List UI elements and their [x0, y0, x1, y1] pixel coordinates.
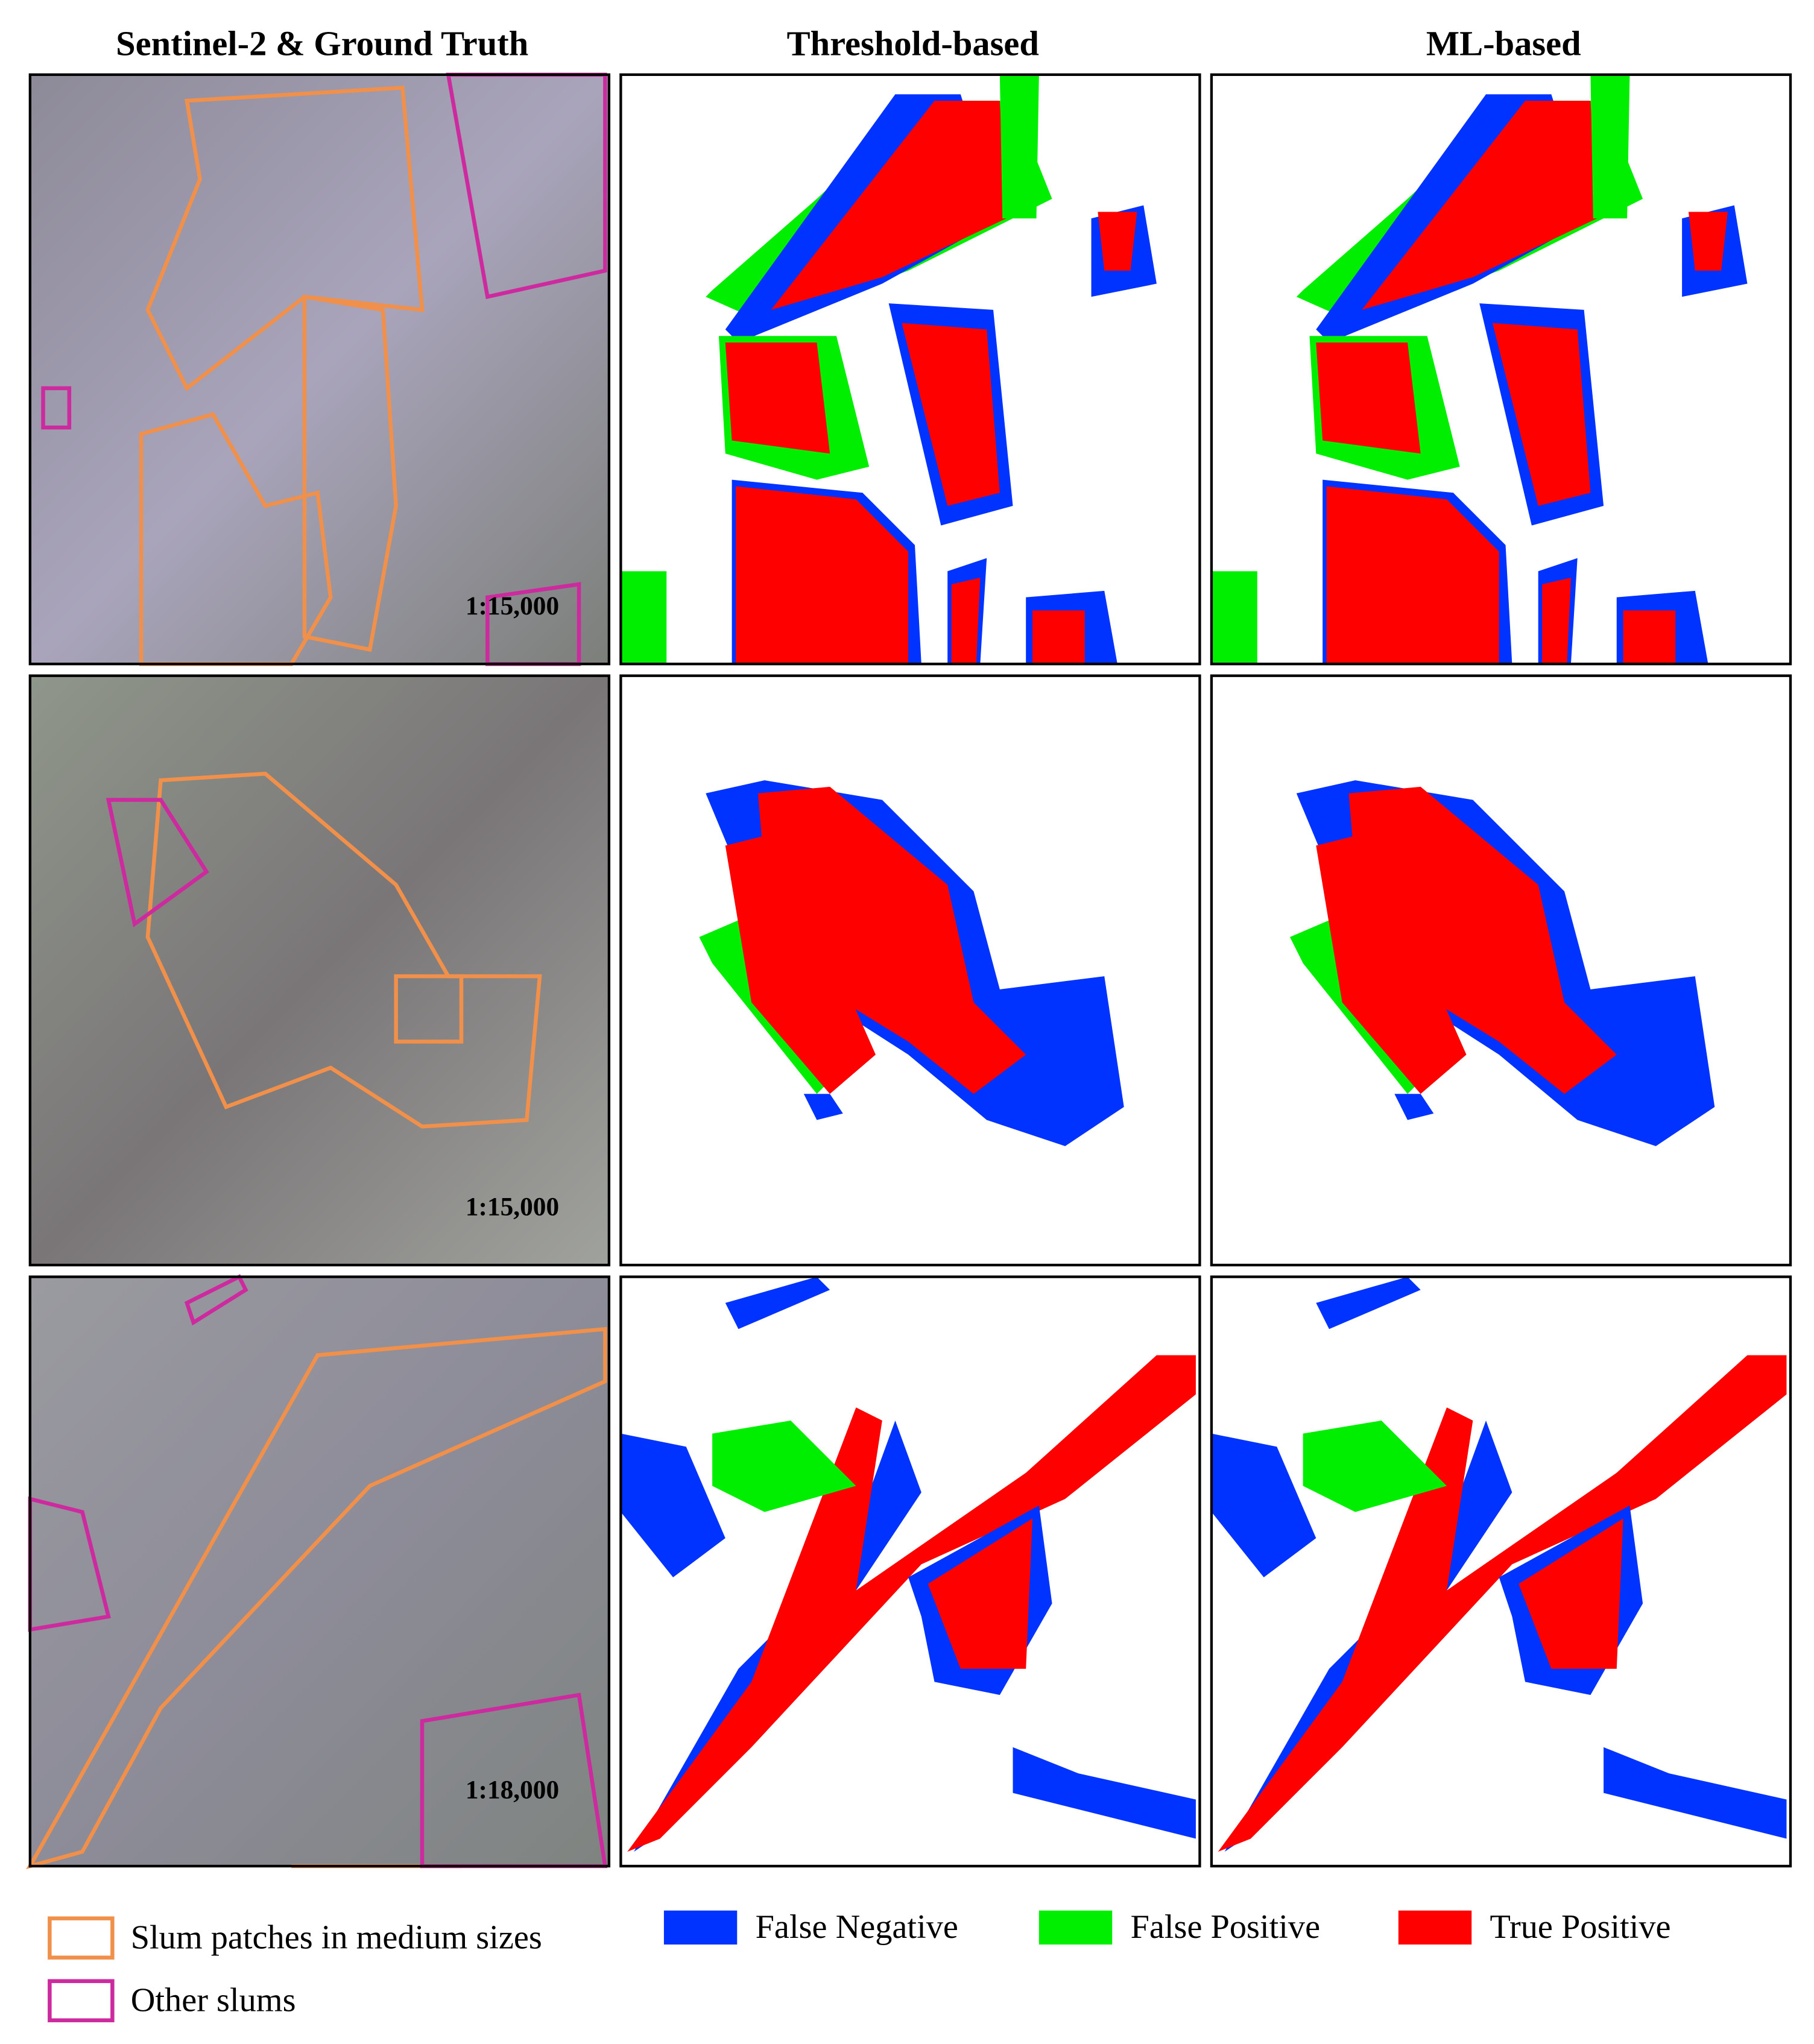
class-region: [1590, 74, 1630, 219]
panel-border: [619, 1275, 1201, 1868]
column-header: Threshold-based: [787, 24, 1039, 63]
slum-outline: [26, 1326, 607, 1870]
class-region: [999, 74, 1039, 219]
column-header: Sentinel-2 & Ground Truth: [116, 24, 528, 63]
slum-outline: [302, 294, 398, 652]
legend-label: False Positive: [1131, 1908, 1321, 1946]
other-slum-outline: [41, 386, 72, 430]
slum-outline: [145, 771, 542, 1129]
scale-label: 1:15,000: [466, 1193, 559, 1222]
satellite-panel: 1:18,000: [26, 1274, 611, 1870]
class-region: [1362, 101, 1598, 310]
panel-border: [28, 674, 611, 1267]
class-region: [757, 786, 1026, 1094]
classification-panel: [1210, 1275, 1792, 1868]
panel-background: [30, 675, 609, 1266]
class-region: [712, 1420, 856, 1512]
legend-label: True Positive: [1490, 1908, 1671, 1946]
legend-swatch: [663, 1910, 738, 1945]
legend-label: False Negative: [756, 1908, 958, 1946]
legend-label: Slum patches in medium sizes: [131, 1919, 542, 1956]
panel-background: [30, 74, 609, 664]
panel-border: [1210, 73, 1792, 666]
class-region: [1688, 212, 1728, 271]
class-region: [1316, 832, 1467, 1094]
class-region: [1316, 1276, 1421, 1330]
class-region: [725, 832, 876, 1094]
scale-label: 1:18,000: [466, 1775, 559, 1804]
class-region: [1303, 1420, 1447, 1512]
panel-border: [28, 73, 611, 666]
class-region: [1211, 571, 1257, 664]
class-region: [1394, 1094, 1434, 1120]
class-region: [771, 101, 1007, 310]
classification-panel: [619, 73, 1201, 666]
scale-label: 1:15,000: [466, 591, 559, 620]
class-region: [803, 1094, 843, 1120]
classification-panel: [619, 1275, 1201, 1868]
classification-panel: [1210, 73, 1792, 666]
panel-border: [619, 674, 1201, 1267]
classification-panel: [1210, 674, 1792, 1267]
class-region: [621, 571, 667, 664]
class-region: [725, 342, 830, 454]
other-slum-outline: [106, 798, 209, 928]
class-region: [1623, 610, 1676, 664]
legend-swatch: [48, 1979, 115, 2022]
legend-label: Other slums: [131, 1981, 296, 2019]
class-region: [1519, 1518, 1623, 1669]
class-region: [902, 323, 1000, 506]
class-region: [1492, 323, 1591, 506]
class-region: [1211, 1433, 1316, 1578]
class-region: [1032, 610, 1085, 664]
class-region: [627, 1355, 1196, 1852]
class-region: [621, 1433, 725, 1578]
panel-border: [1210, 1275, 1792, 1868]
class-region: [1604, 1747, 1787, 1839]
class-region: [1326, 486, 1499, 664]
class-region: [1348, 786, 1617, 1094]
class-region: [1218, 1355, 1787, 1852]
satellite-panel: 1:15,000: [28, 674, 611, 1267]
class-region: [928, 1518, 1033, 1669]
panel-border: [1210, 674, 1792, 1267]
class-region: [736, 486, 909, 664]
panel-border: [28, 1275, 611, 1868]
satellite-panel: 1:15,000: [28, 72, 611, 666]
classification-panel: [619, 674, 1201, 1267]
class-region: [951, 578, 981, 664]
legend-swatch: [1038, 1910, 1113, 1945]
class-region: [1316, 342, 1421, 454]
column-header: ML-based: [1426, 24, 1581, 63]
other-slum-outline: [184, 1274, 248, 1326]
class-region: [725, 1276, 830, 1330]
slum-outline: [394, 974, 464, 1044]
class-region: [1542, 578, 1571, 664]
class-region: [1013, 1747, 1196, 1839]
panel-border: [619, 73, 1201, 666]
legend-swatch: [1398, 1910, 1472, 1945]
class-region: [1098, 212, 1137, 271]
slum-outline: [145, 86, 425, 391]
legend-swatch: [48, 1916, 115, 1960]
